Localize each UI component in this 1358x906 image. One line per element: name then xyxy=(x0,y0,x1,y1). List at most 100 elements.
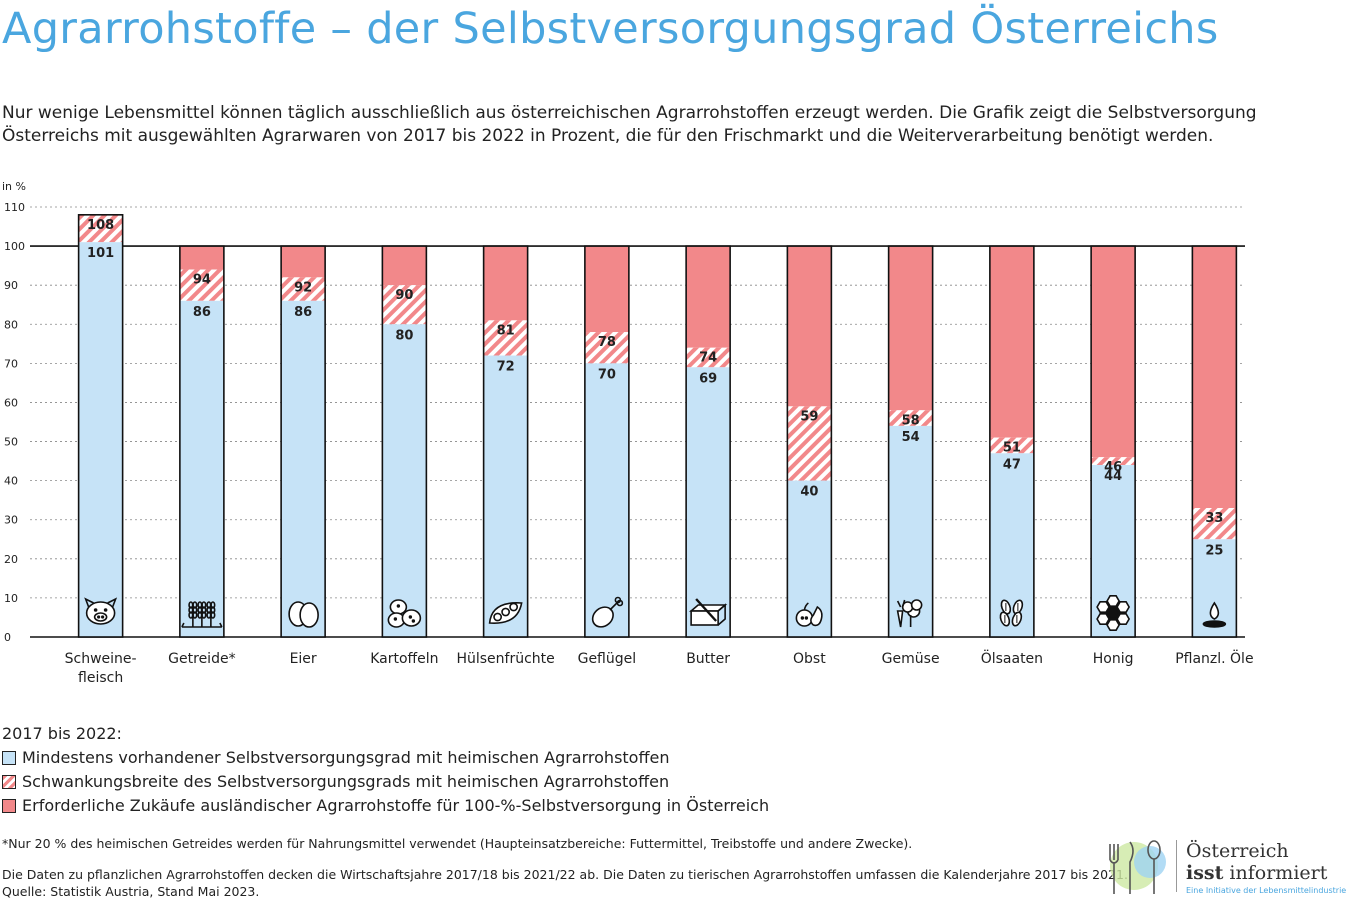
category-label: Geflügel xyxy=(578,651,637,667)
data-label-min: 86 xyxy=(294,305,312,320)
oil-drop-icon xyxy=(1202,601,1227,628)
bar-range xyxy=(78,214,123,243)
bar-range xyxy=(382,285,427,325)
pea-pod-icon xyxy=(488,602,523,624)
bar-group: 78 70 Geflügel xyxy=(578,245,637,667)
bar-group: 74 69 Butter xyxy=(685,245,731,667)
y-tick-label: 80 xyxy=(4,318,18,331)
bar-range xyxy=(686,347,731,368)
data-label-max: 108 xyxy=(87,218,114,233)
data-label-min: 72 xyxy=(497,360,515,375)
bar-minimum xyxy=(686,367,731,637)
bar-import xyxy=(888,246,933,411)
bar-outline xyxy=(77,214,124,638)
data-label-max: 33 xyxy=(1205,511,1223,526)
bar-range xyxy=(281,277,326,301)
bar-outline xyxy=(685,245,731,638)
eggs-icon xyxy=(288,601,319,628)
bar-import xyxy=(1091,246,1136,458)
legend-item-import: Erforderliche Zukäufe ausländischer Agra… xyxy=(2,794,769,818)
bar-import xyxy=(179,246,224,270)
data-note: Die Daten zu pflanzlichen Agrarrohstoffe… xyxy=(2,867,1128,882)
legend-item-range: Schwankungsbreite des Selbstversorgungsg… xyxy=(2,770,769,794)
bar-outline xyxy=(280,245,326,638)
legend-swatch-import xyxy=(2,799,16,813)
chicken-leg-icon xyxy=(591,596,624,628)
category-label: Hülsenfrüchte xyxy=(456,651,554,667)
bar-range xyxy=(179,269,224,301)
bar-group: 94 86 Getreide* xyxy=(168,245,236,667)
category-label: Eier xyxy=(290,651,317,667)
data-label-min: 101 xyxy=(87,246,114,261)
legend: 2017 bis 2022: Mindestens vorhandener Se… xyxy=(2,722,769,818)
data-label-max: 58 xyxy=(902,413,920,428)
bar-import xyxy=(483,246,528,321)
y-tick-label: 60 xyxy=(4,396,18,409)
data-label-min: 25 xyxy=(1205,543,1223,558)
potatoes-icon xyxy=(387,599,422,628)
vegetables-icon xyxy=(896,599,923,628)
legend-label-import: Erforderliche Zukäufe ausländischer Agra… xyxy=(22,796,770,815)
bar-import xyxy=(382,246,427,286)
data-label-max: 92 xyxy=(294,280,312,295)
wheat-icon xyxy=(181,601,223,628)
data-label-max: 51 xyxy=(1003,441,1021,456)
page-title: Agrarrohstoffe – der Selbstversorgungsgr… xyxy=(2,4,1219,54)
legend-label-minimum: Mindestens vorhandener Selbstversorgungs… xyxy=(22,748,670,767)
y-axis-label: in % xyxy=(2,180,26,193)
category-label: Gemüse xyxy=(882,651,940,667)
legend-label-range: Schwankungsbreite des Selbstversorgungsg… xyxy=(22,772,670,791)
logo-line2-rest: informiert xyxy=(1223,862,1328,884)
category-label: Schweine-fleisch xyxy=(65,651,137,686)
bar-outline xyxy=(887,245,934,638)
logo-line2-bold: isst xyxy=(1186,862,1224,884)
pig-icon xyxy=(84,597,118,625)
bar-import xyxy=(1192,246,1237,508)
bar-minimum xyxy=(888,425,933,637)
bar-range xyxy=(584,332,629,364)
bar-group: 81 72 Hülsenfrüchte xyxy=(456,245,555,667)
bar-group: 90 80 Kartoffeln xyxy=(370,245,439,667)
logo-line1: Österreich xyxy=(1186,840,1289,862)
y-tick-label: 110 xyxy=(4,201,25,214)
bar-outline xyxy=(786,245,833,638)
fruit-icon xyxy=(795,602,823,627)
bar-import xyxy=(787,246,832,407)
data-label-min: 86 xyxy=(193,305,211,320)
data-label-min: 80 xyxy=(395,328,413,343)
cutlery-logo-icon xyxy=(1109,840,1166,894)
data-label-max: 59 xyxy=(800,409,818,424)
self-sufficiency-bar-chart: in % 0 10 20 30 40 50 60 70 80 90 100 110 108 101 Sch… xyxy=(2,180,1254,686)
data-label-max: 74 xyxy=(699,351,717,366)
logo: Österreich isst informiert Eine Initiati… xyxy=(1098,836,1348,898)
bar-range xyxy=(483,320,528,356)
data-label-min: 70 xyxy=(598,367,616,382)
y-tick-label: 90 xyxy=(4,279,18,292)
honeycomb-icon xyxy=(1096,595,1131,631)
data-label-max: 90 xyxy=(395,288,413,303)
y-tick-label: 50 xyxy=(4,436,18,449)
data-label-min: 69 xyxy=(699,371,717,386)
bar-range xyxy=(787,406,832,481)
category-label: Getreide* xyxy=(168,651,235,667)
page-subtitle: Nur wenige Lebensmittel können täglich a… xyxy=(2,103,1257,146)
y-tick-label: 20 xyxy=(4,553,18,566)
bar-outline xyxy=(1191,245,1238,638)
category-label: Ölsaaten xyxy=(981,649,1043,667)
data-label-min: 54 xyxy=(902,430,920,445)
bar-import xyxy=(989,246,1034,438)
y-tick-label: 0 xyxy=(4,631,11,644)
bar-group: 92 86 Eier xyxy=(280,245,326,667)
legend-item-minimum: Mindestens vorhandener Selbstversorgungs… xyxy=(2,746,769,770)
bar-group: 108 101 Schweine-fleisch xyxy=(65,214,137,686)
bar-outline xyxy=(584,245,630,638)
category-label: Butter xyxy=(686,651,730,667)
bar-group: 33 25 Pflanzl. Öle xyxy=(1175,245,1254,667)
category-label: Kartoffeln xyxy=(370,651,438,667)
bar-range xyxy=(1091,457,1136,465)
data-label-max: 94 xyxy=(193,273,211,288)
source-note: Quelle: Statistik Austria, Stand Mai 202… xyxy=(2,884,260,899)
data-label-min: 40 xyxy=(800,485,818,500)
